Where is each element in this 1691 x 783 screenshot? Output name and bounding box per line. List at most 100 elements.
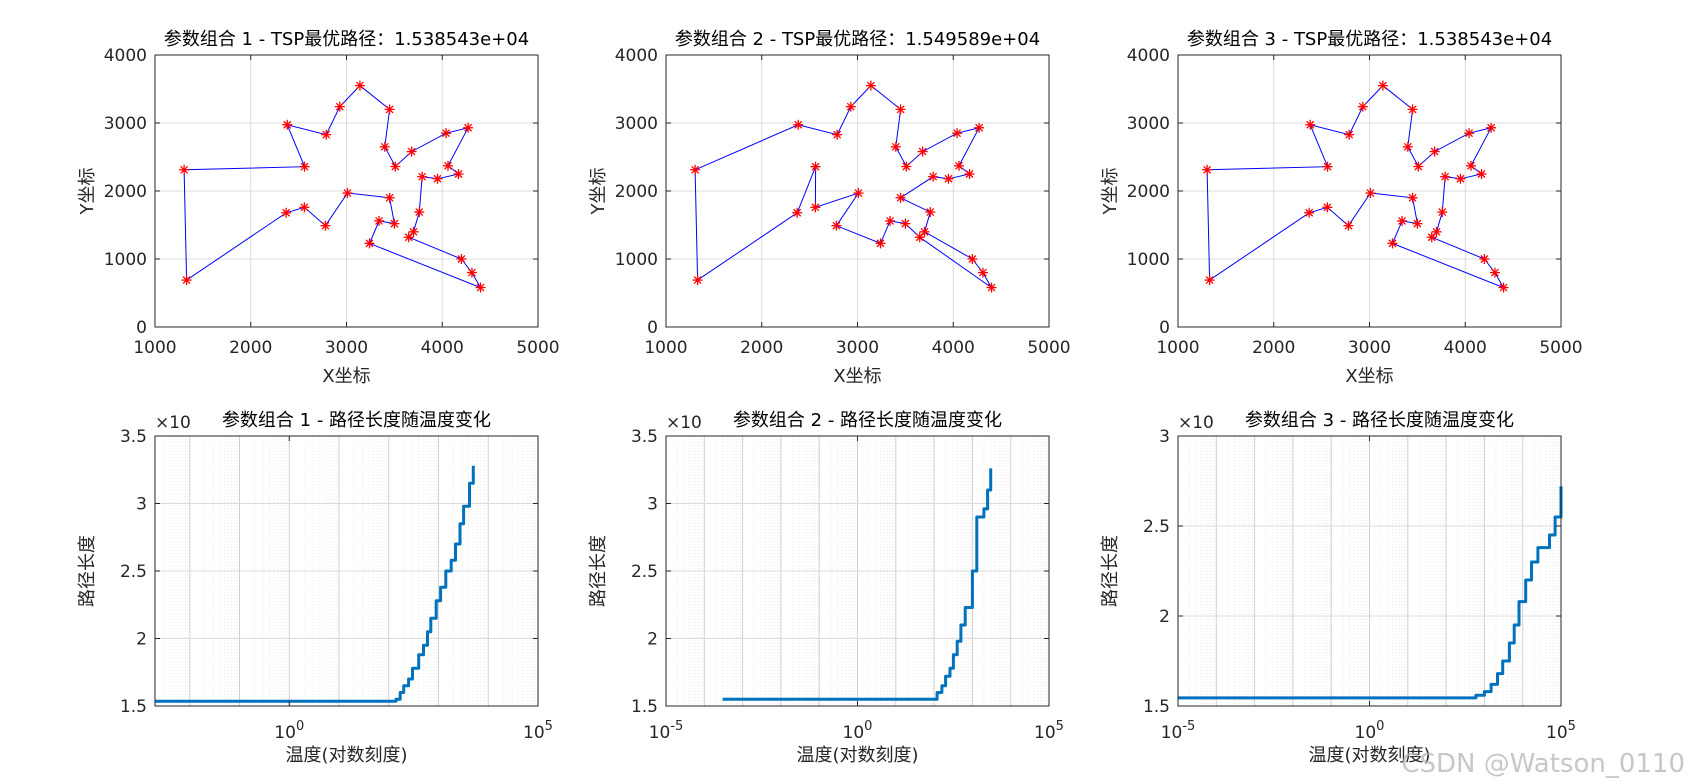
city-marker bbox=[967, 254, 978, 264]
city-marker bbox=[810, 161, 821, 172]
marker-stroke bbox=[385, 105, 394, 114]
x-tick-label: 3000 bbox=[1348, 338, 1391, 358]
city-marker bbox=[943, 173, 954, 184]
marker-stroke bbox=[691, 165, 700, 174]
y-tick-label: 3000 bbox=[1127, 114, 1170, 134]
x-tick-label: 10-5 bbox=[649, 719, 684, 743]
chart-3: 1000 2000 3000 4000 500001000200030004000参数组… bbox=[1100, 29, 1583, 387]
city-marker bbox=[1305, 119, 1316, 130]
city-marker bbox=[1479, 254, 1490, 264]
x-tick-label: 2000 bbox=[740, 338, 783, 358]
y-tick-label: 0 bbox=[647, 318, 658, 338]
x-tick-label: 5000 bbox=[1027, 338, 1070, 358]
marker-stroke bbox=[1438, 208, 1447, 217]
city-marker bbox=[1204, 275, 1215, 286]
y-axis-label: 路径长度 bbox=[77, 535, 98, 607]
chart-title: 参数组合 1 - TSP最优路径：1.538543e+04 bbox=[164, 29, 529, 50]
chart-2: 1000 2000 3000 4000 500001000200030004000参数组… bbox=[588, 29, 1071, 387]
marker-stroke bbox=[355, 81, 364, 90]
marker-stroke bbox=[1344, 221, 1353, 230]
city-marker bbox=[320, 220, 331, 231]
city-marker bbox=[384, 104, 395, 115]
marker-stroke bbox=[987, 283, 996, 292]
x-axis-label: X坐标 bbox=[833, 366, 881, 387]
marker-stroke bbox=[282, 208, 291, 217]
city-marker bbox=[845, 101, 856, 112]
y-tick-label: 1.5 bbox=[120, 697, 147, 717]
x-tick-label: 1000 bbox=[1156, 338, 1199, 358]
marker-stroke bbox=[926, 208, 935, 217]
city-marker bbox=[354, 80, 365, 91]
city-marker bbox=[1344, 129, 1355, 140]
marker-stroke bbox=[1306, 120, 1315, 129]
marker-stroke bbox=[693, 276, 702, 285]
marker-stroke bbox=[896, 105, 905, 114]
y-tick-label: 0 bbox=[1159, 318, 1170, 338]
city-marker bbox=[1426, 232, 1437, 243]
y-tick-label: 3 bbox=[136, 495, 147, 515]
city-marker bbox=[986, 282, 997, 293]
city-marker bbox=[900, 218, 911, 229]
marker-stroke bbox=[1499, 283, 1508, 292]
city-marker bbox=[179, 164, 190, 175]
city-marker bbox=[1365, 188, 1376, 199]
city-marker bbox=[321, 129, 332, 140]
city-marker bbox=[466, 267, 477, 278]
marker-stroke bbox=[1398, 216, 1407, 225]
marker-stroke bbox=[1456, 174, 1465, 183]
marker-stroke bbox=[965, 170, 974, 178]
x-tick-label: 4000 bbox=[421, 338, 464, 358]
marker-stroke bbox=[1345, 130, 1354, 139]
marker-stroke bbox=[793, 208, 802, 217]
city-marker bbox=[1465, 160, 1476, 171]
y-multiplier: ×10 bbox=[155, 413, 191, 433]
city-marker bbox=[1413, 161, 1424, 172]
city-markers bbox=[179, 80, 486, 293]
marker-stroke bbox=[1366, 189, 1375, 197]
marker-stroke bbox=[404, 233, 413, 242]
marker-stroke bbox=[833, 130, 842, 139]
marker-stroke bbox=[391, 162, 400, 171]
marker-stroke bbox=[1477, 170, 1486, 178]
city-marker bbox=[379, 141, 390, 152]
marker-stroke bbox=[380, 142, 389, 151]
marker-stroke bbox=[1427, 233, 1436, 242]
y-tick-label: 1000 bbox=[104, 250, 147, 270]
x-tick-label: 3000 bbox=[836, 338, 879, 358]
city-marker bbox=[953, 160, 964, 171]
marker-stroke bbox=[1203, 165, 1212, 174]
marker-stroke bbox=[464, 123, 473, 132]
city-marker bbox=[299, 202, 310, 213]
marker-stroke bbox=[1480, 255, 1489, 263]
city-marker bbox=[1407, 192, 1418, 203]
x-tick-label: 4000 bbox=[932, 338, 975, 358]
city-marker bbox=[1440, 171, 1451, 182]
marker-stroke bbox=[1408, 193, 1417, 202]
marker-stroke bbox=[300, 162, 309, 171]
city-marker bbox=[364, 238, 375, 249]
series-line bbox=[1178, 486, 1563, 700]
city-marker bbox=[390, 161, 401, 172]
x-tick-label: 100 bbox=[274, 719, 304, 743]
marker-stroke bbox=[968, 255, 977, 263]
x-axis-label: X坐标 bbox=[322, 366, 370, 387]
city-marker bbox=[453, 169, 464, 179]
y-tick-label: 3000 bbox=[104, 114, 147, 134]
marker-stroke bbox=[901, 219, 910, 228]
y-axis-label: 路径长度 bbox=[588, 535, 609, 607]
marker-stroke bbox=[811, 203, 820, 212]
x-axis-label: 温度(对数刻度) bbox=[285, 745, 407, 766]
city-marker bbox=[1476, 169, 1487, 179]
city-marker bbox=[1377, 80, 1388, 91]
chart-title: 参数组合 3 - TSP最优路径：1.538543e+04 bbox=[1187, 29, 1552, 50]
y-tick-label: 4000 bbox=[1127, 46, 1170, 66]
y-tick-label: 2000 bbox=[1127, 182, 1170, 202]
city-marker bbox=[895, 192, 906, 203]
marker-stroke bbox=[476, 283, 485, 292]
city-marker bbox=[342, 188, 353, 199]
chart-5: 10-5 100 105 1.5 2 2.5 3 3.5 ×10 参数组合 2 - 路径长度随温度… bbox=[588, 410, 1064, 766]
x-tick-label: 1000 bbox=[644, 338, 687, 358]
marker-stroke bbox=[385, 193, 394, 202]
y-tick-label: 2.5 bbox=[631, 562, 658, 582]
city-marker bbox=[456, 254, 467, 264]
